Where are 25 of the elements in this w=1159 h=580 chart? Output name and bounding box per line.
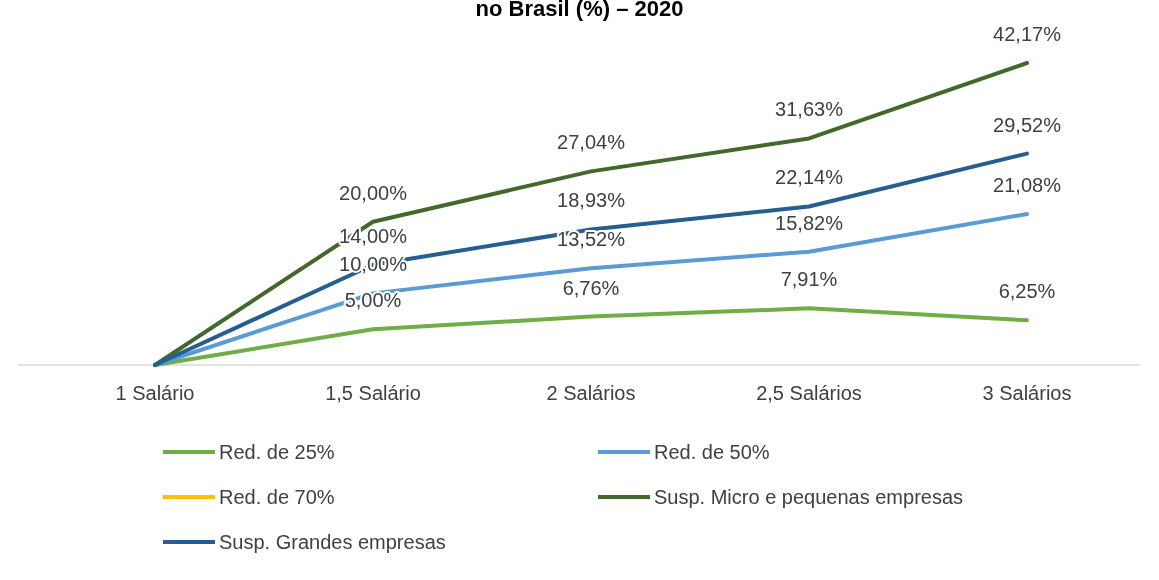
- legend-label: Red. de 25%: [219, 441, 335, 463]
- legend-label: Susp. Grandes empresas: [219, 531, 446, 553]
- data-label: 27,04%: [557, 131, 626, 154]
- data-label: 18,93%: [557, 189, 626, 212]
- data-label: 5,00%: [344, 289, 402, 312]
- legend-label: Susp. Micro e pequenas empresas: [654, 486, 964, 508]
- data-label: 22,14%: [775, 166, 844, 189]
- data-label: 42,17%: [993, 23, 1062, 45]
- legend-label: Red. de 70%: [219, 486, 335, 508]
- data-label: 6,25%: [998, 280, 1056, 303]
- x-tick-label: 1,5 Salário: [325, 382, 421, 404]
- data-label: 7,91%: [780, 268, 838, 291]
- data-label: 20,00%: [339, 181, 408, 204]
- data-label: 13,52%: [557, 228, 626, 251]
- legend-label: Red. de 50%: [654, 441, 770, 463]
- data-label: 29,52%: [993, 113, 1062, 136]
- x-tick-label: 1 Salário: [115, 382, 195, 404]
- x-tick-label: 2 Salários: [546, 382, 636, 404]
- x-tick-label: 2,5 Salários: [756, 382, 862, 404]
- data-label: 31,63%: [775, 98, 844, 121]
- chart-title: no Brasil (%) – 2020: [475, 0, 684, 21]
- x-tick-label: 3 Salários: [982, 382, 1072, 404]
- data-label: 21,08%: [993, 174, 1062, 197]
- data-label: 15,82%: [775, 211, 844, 234]
- data-label: 6,76%: [562, 276, 620, 299]
